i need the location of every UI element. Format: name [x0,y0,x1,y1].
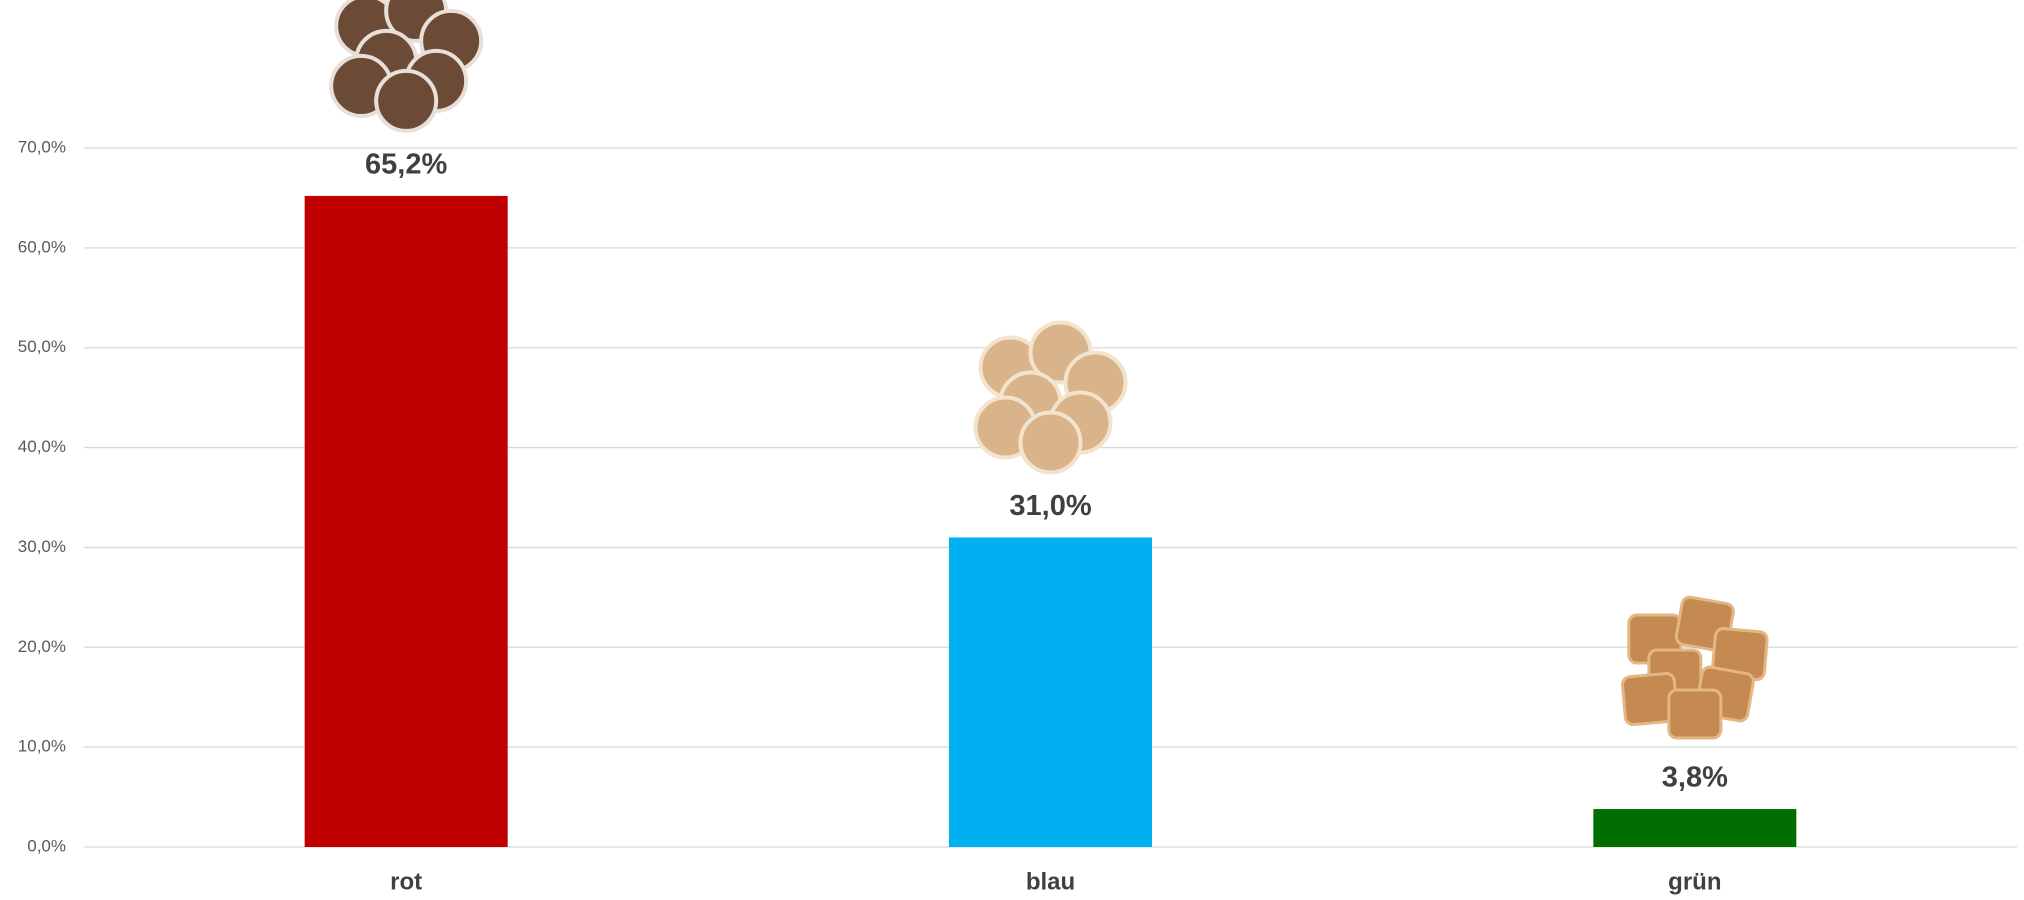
x-tick-label: grün [1668,868,1721,895]
y-tick-label: 20,0% [18,637,66,656]
value-label: 65,2% [365,149,447,181]
cookie-image [1621,595,1769,740]
bar [1593,809,1797,847]
y-tick-label: 50,0% [18,337,66,356]
y-tick-label: 40,0% [18,437,66,456]
x-tick-label: rot [390,868,422,895]
value-label: 3,8% [1662,762,1728,794]
y-tick-label: 0,0% [27,836,66,855]
value-label: 31,0% [1009,490,1091,522]
bar [304,195,508,848]
y-tick-label: 30,0% [18,537,66,556]
cookie-image [329,0,484,133]
cookie-image [973,320,1128,475]
y-tick-label: 10,0% [18,737,66,756]
cookie [374,68,439,133]
y-tick-label: 60,0% [18,237,66,256]
bar [949,537,1152,847]
cookie [1018,410,1083,475]
y-tick-label: 70,0% [18,137,66,156]
x-tick-label: blau [1026,868,1075,895]
cookie [1667,688,1723,740]
